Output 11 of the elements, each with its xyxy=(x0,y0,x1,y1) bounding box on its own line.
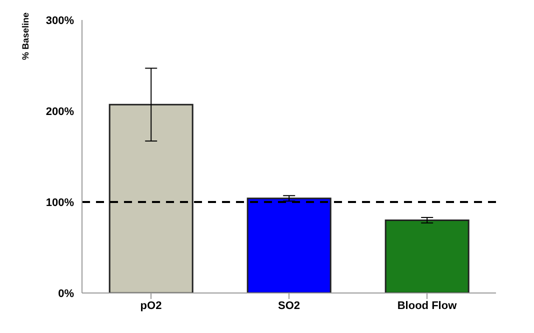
y-tick-label: 300% xyxy=(46,14,74,27)
y-tick-label: 0% xyxy=(58,288,74,300)
x-tick-label: pO2 xyxy=(140,300,162,312)
y-axis-title: % Baseline xyxy=(20,12,30,60)
x-tick-label: Blood Flow xyxy=(397,300,458,312)
bar xyxy=(108,104,194,293)
bar xyxy=(384,219,470,293)
x-tick-label: SO2 xyxy=(278,300,300,312)
y-tick-label: 200% xyxy=(46,106,74,118)
bar xyxy=(246,198,332,293)
y-tick-label: 100% xyxy=(46,196,74,209)
